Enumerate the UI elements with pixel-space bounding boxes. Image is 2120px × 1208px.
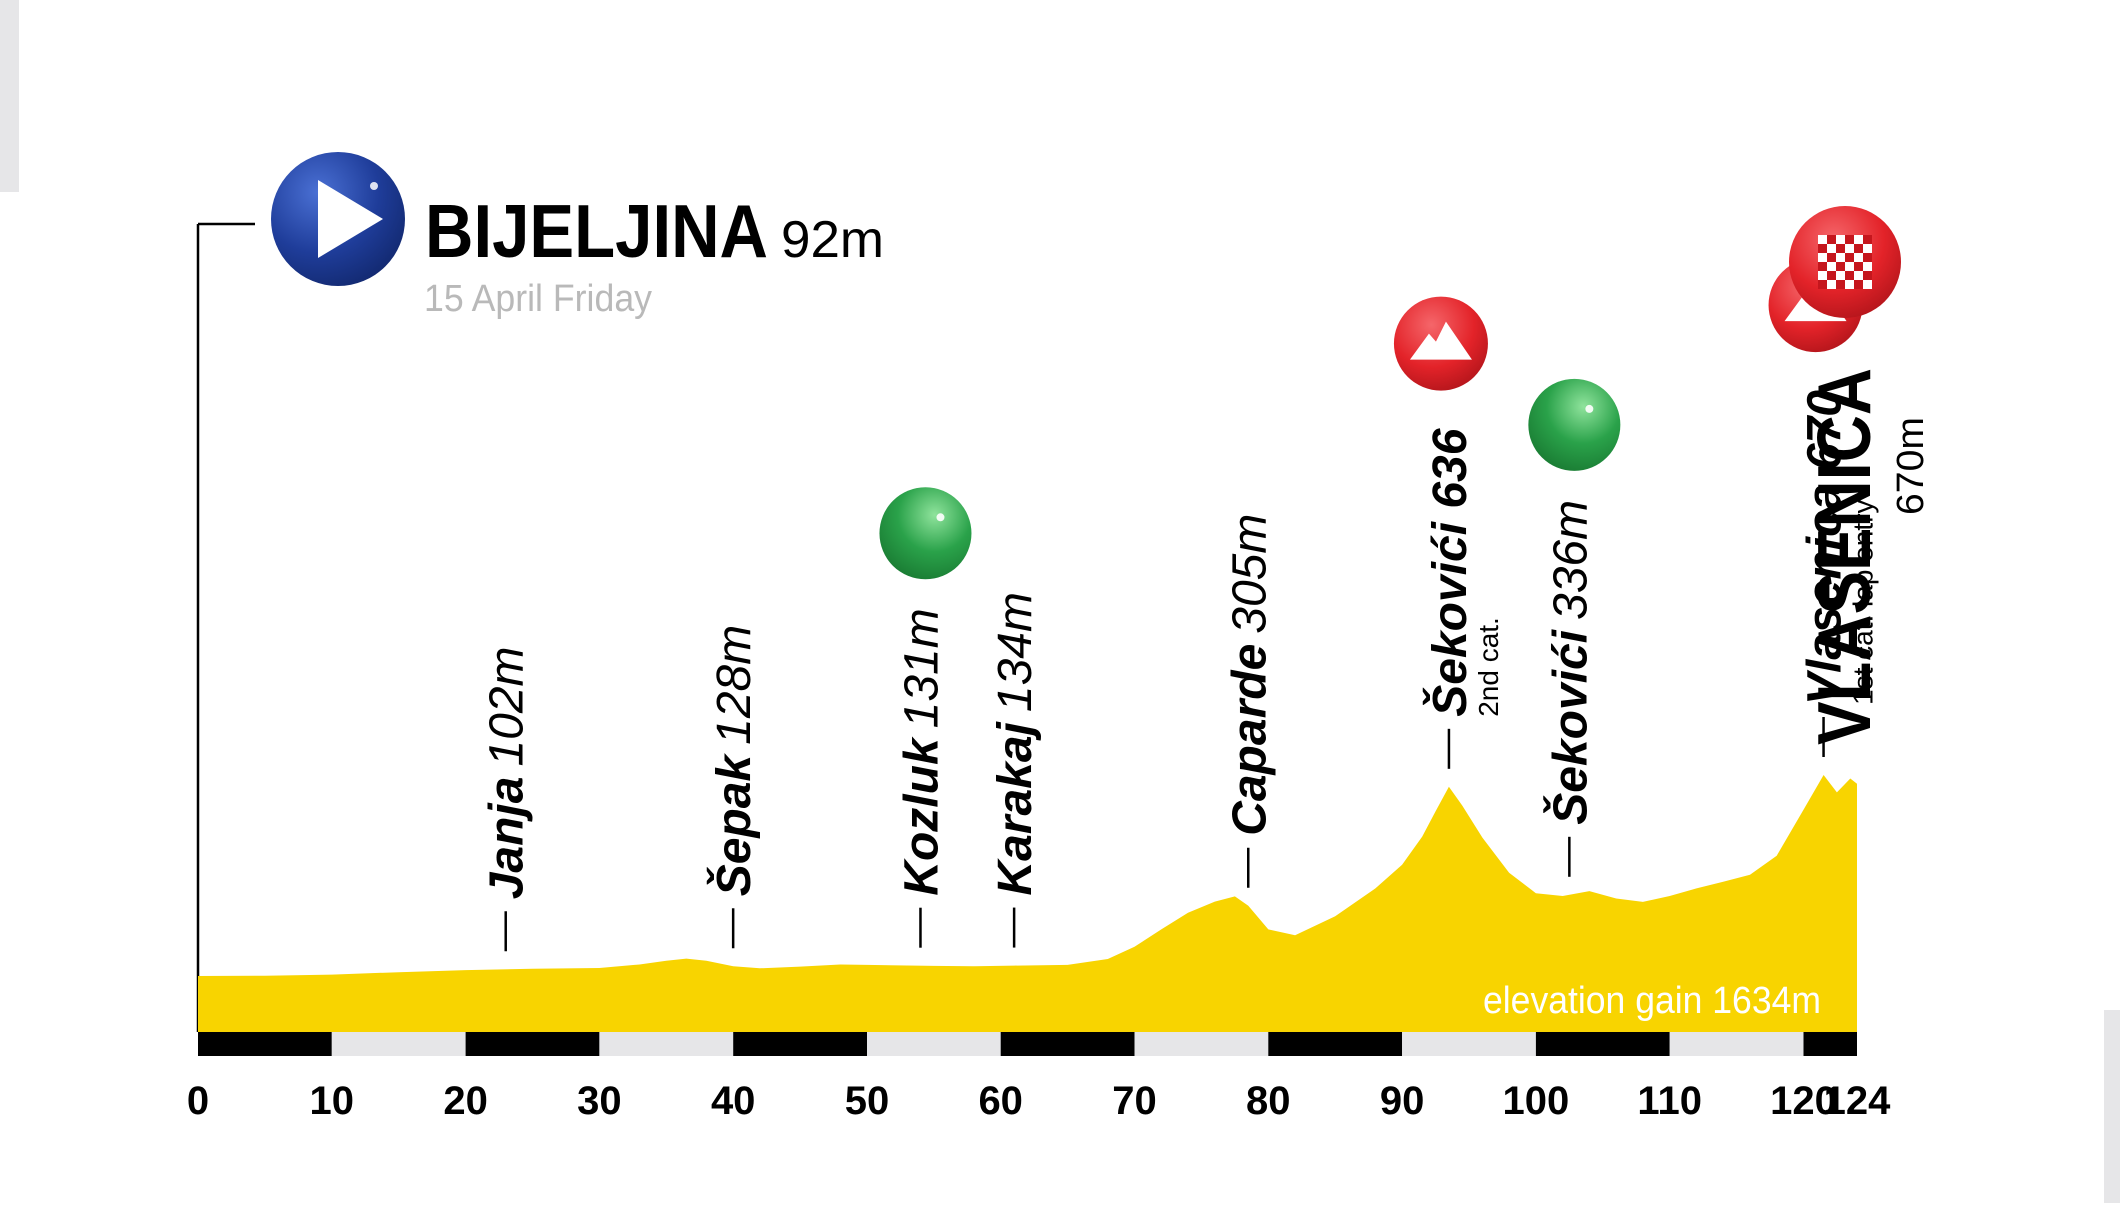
waypoint-name: Vlasenica 670 — [1799, 390, 1852, 705]
km-tick-label: 124 — [1824, 1079, 1891, 1123]
waypoint-name: Šepak — [706, 753, 761, 897]
km-tick-label: 20 — [443, 1079, 488, 1123]
scale-segment — [1402, 1032, 1536, 1056]
km-tick-label: 60 — [978, 1079, 1023, 1123]
scale-segment — [1134, 1032, 1269, 1056]
waypoint-altitude: 102m — [481, 646, 534, 766]
start-name: BIJELJINA — [425, 189, 768, 273]
scale-segment — [331, 1032, 466, 1056]
scale-segment — [1535, 1032, 1670, 1056]
km-tick-label: 80 — [1246, 1079, 1291, 1123]
waypoint-label: Caparde 305m — [1223, 514, 1276, 836]
scale-segment — [198, 1032, 332, 1056]
km-tick-label: 120 — [1770, 1079, 1837, 1123]
checkered-flag-icon — [1789, 206, 1901, 318]
waypoint-altitude: 134m — [989, 592, 1042, 712]
waypoint-name: Janja — [481, 777, 534, 900]
sprint-point-icon — [879, 487, 972, 580]
waypoint-name: Karakaj — [989, 720, 1042, 895]
waypoint-label: Šekovići 336m — [1542, 500, 1597, 825]
scale-segment — [867, 1032, 1001, 1056]
start-elevation: 92m — [781, 211, 884, 269]
climb-category-label: 1st cat. lap entry — [1848, 500, 1879, 705]
elevation-profile-area — [198, 775, 1857, 1032]
right-edge-strip — [2104, 1010, 2120, 1203]
climb-category-label: 2nd cat. — [1473, 617, 1504, 717]
waypoint-name: Šekovići — [1542, 628, 1597, 824]
km-tick-label: 100 — [1503, 1079, 1570, 1123]
sprint-point-icon — [1528, 378, 1621, 471]
waypoint-name: Šekovići 636 — [1422, 428, 1477, 717]
waypoint-name: Caparde — [1223, 644, 1276, 836]
elevation-gain-label: elevation gain 1634m — [1483, 980, 1821, 1022]
km-tick-label: 90 — [1380, 1079, 1425, 1123]
waypoint-label: Kozluk 131m — [896, 608, 949, 895]
scale-segment — [733, 1032, 867, 1056]
waypoint-label: Janja 102m — [481, 646, 534, 899]
waypoints: Janja 102m Šepak 128m Kozluk 131m Karakaj 134m C… — [481, 258, 1879, 952]
scale-segment — [1669, 1032, 1804, 1056]
km-tick-label: 30 — [577, 1079, 622, 1123]
waypoint-altitude: 305m — [1223, 514, 1276, 634]
play-icon — [271, 152, 405, 286]
km-tick-label: 10 — [310, 1079, 355, 1123]
start-date: 15 April Friday — [424, 278, 652, 320]
left-edge-strip — [0, 0, 19, 192]
waypoint-label: Karakaj 134m — [989, 592, 1042, 896]
waypoint-label: Šekovići 636 — [1422, 428, 1477, 717]
start-bracket-line — [196, 222, 255, 1032]
waypoint-altitude: 128m — [708, 625, 761, 745]
mountain-climb-icon — [1393, 296, 1488, 391]
waypoint-label: Vlasenica 670 — [1799, 390, 1852, 705]
waypoint-altitude: 336m — [1544, 500, 1597, 620]
waypoint-altitude: 131m — [896, 608, 949, 728]
km-tick-label: 0 — [187, 1079, 209, 1123]
finish-elevation: 670m — [1890, 417, 1932, 515]
scale-segment — [599, 1032, 734, 1056]
scale-segment — [1803, 1032, 1857, 1056]
distance-scale-bar — [198, 1032, 1857, 1056]
waypoint-label: Šepak 128m — [706, 625, 761, 897]
scale-segment — [465, 1032, 600, 1056]
scale-segment — [1268, 1032, 1403, 1056]
km-tick-label: 40 — [711, 1079, 756, 1123]
scale-segment — [1000, 1032, 1135, 1056]
km-tick-label: 110 — [1637, 1079, 1702, 1123]
km-tick-label: 50 — [845, 1079, 890, 1123]
waypoint-name: Kozluk — [896, 736, 949, 896]
finish-name: VLASENICA — [1802, 368, 1886, 745]
km-tick-label: 70 — [1112, 1079, 1157, 1123]
